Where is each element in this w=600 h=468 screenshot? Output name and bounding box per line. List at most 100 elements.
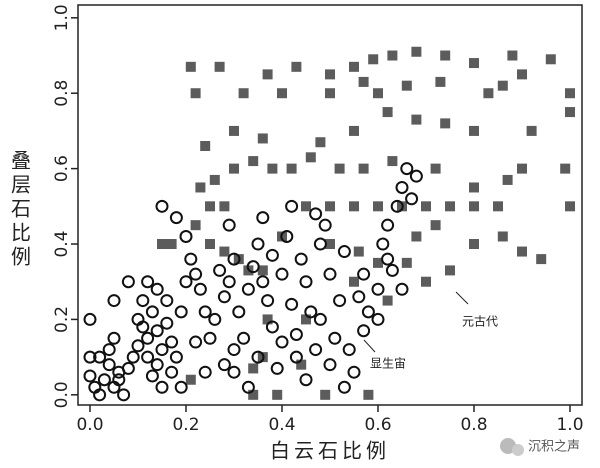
circle-point [265,248,279,262]
circle-point [150,282,164,296]
square-point [315,137,326,148]
square-point [368,54,379,65]
circle-point [141,331,155,345]
circle-point [342,343,356,357]
square-point [305,152,316,163]
square-point [358,163,369,174]
y-axis-title: 叠层石比例 [8,150,32,270]
circle-point [83,369,97,383]
square-point [262,314,273,325]
square-point [291,61,302,72]
square-point [157,239,167,250]
square-point [257,265,268,276]
circle-point [280,229,294,243]
circle-point [337,245,351,259]
square-point [325,69,335,80]
circle-point [102,343,116,357]
square-point [195,182,206,193]
square-point [497,80,508,91]
circle-point [189,267,203,281]
square-point [373,88,383,99]
circle-point [227,252,241,266]
square-point [238,88,249,99]
square-point [349,276,359,287]
plot-frame [77,4,583,406]
square-point [401,257,412,268]
circle-point [169,211,183,225]
square-point [301,201,311,212]
square-point [560,163,571,174]
square-point [205,239,215,250]
square-point [421,276,431,287]
circle-point [294,252,308,266]
circle-point [371,312,385,326]
square-point [358,76,369,87]
circle-point [165,365,179,379]
y-tick-label: 0.2 [52,306,72,333]
circle-point [174,305,188,319]
square-point [430,163,441,174]
circle-point [203,331,217,345]
square-point [526,125,537,136]
circle-point [179,275,193,289]
circle-point [328,331,342,345]
square-point [353,246,364,257]
circle-point [376,237,390,251]
circle-point [385,263,399,277]
circle-point [93,350,107,364]
square-point [166,239,177,250]
circle-point [309,343,323,357]
square-point [545,54,556,65]
circle-point [102,358,116,372]
circle-point [145,305,159,319]
square-point [325,88,335,99]
circle-point [93,388,107,402]
circle-point [107,331,121,345]
circle-point [121,361,135,375]
square-point [440,118,451,129]
square-point [469,125,479,136]
circle-point [241,380,255,394]
circle-point [409,169,423,183]
circle-point [285,297,299,311]
square-point [401,80,412,91]
circle-point [337,380,351,394]
circle-point [193,282,207,296]
square-point [507,50,518,61]
square-point [517,246,527,257]
circle-point [131,339,145,353]
circle-point [347,365,361,379]
square-point [325,239,335,250]
circle-point [318,218,332,232]
circle-point [241,282,255,296]
circle-point [179,229,193,243]
y-tick-label: 0.6 [52,155,72,182]
circle-point [246,260,260,274]
square-point [219,201,230,212]
y-tick-label: 1.0 [52,4,72,31]
x-tick-label: 0.8 [460,415,487,435]
square-point [286,163,297,174]
square-point [248,363,259,374]
square-point [363,389,374,400]
circle-point [83,312,97,326]
circle-point [275,267,289,281]
y-tick-label: 0.4 [52,230,72,257]
square-point [565,88,575,99]
square-point [190,220,201,231]
square-point [497,231,508,242]
annotation-leader [363,339,376,353]
circle-point [313,312,327,326]
circle-point [155,199,169,213]
square-point [435,76,446,87]
square-point [536,254,547,265]
circle-point [160,294,174,308]
square-point [349,125,359,136]
square-point [387,50,398,61]
circle-point [121,275,135,289]
square-point [190,88,201,99]
circle-point [357,267,371,281]
circle-point [256,275,270,289]
circle-point [213,263,227,277]
